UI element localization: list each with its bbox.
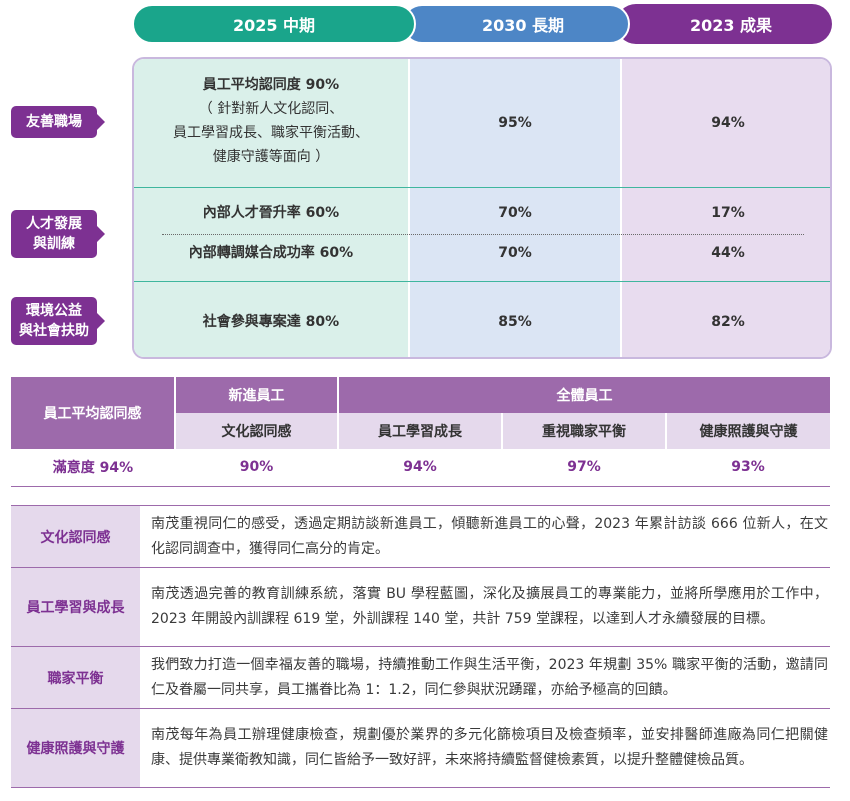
goal-social-participation: 社會參與專案達 80% [202, 313, 340, 330]
category-label-line1: 環境公益 [26, 303, 82, 319]
description-key: 健康照護與守護 [11, 708, 140, 788]
tab-2023-results: 2023 成果 [616, 4, 832, 44]
tab-2025-mid-term: 2025 中期 [132, 4, 416, 44]
description-text: 南茂每年為員工辦理健康檢查，規劃優於業界的多元化篩檢項目及檢查頻率，並安排醫師進… [140, 708, 830, 788]
dotted-divider [162, 234, 804, 235]
sub-header: 重視職家平衡 [502, 413, 667, 449]
goal-internal-promotion: 內部人才晉升率 60% [202, 205, 340, 221]
row-divider [134, 187, 830, 188]
target-2030-value: 70% [498, 245, 532, 261]
category-label-line2: 與訓練 [33, 236, 75, 252]
target-2030-value: 70% [498, 205, 532, 221]
result-2023-value: 82% [711, 313, 745, 330]
goal-detail-line: 健康守護等面向 ） [212, 149, 330, 165]
column-divider [620, 59, 622, 357]
satisfaction-value: 97% [567, 459, 601, 476]
target-2030-value: 85% [498, 313, 532, 330]
category-talent-development: 人才發展 與訓練 [11, 210, 105, 258]
description-key: 文化認同感 [11, 505, 140, 568]
satisfaction-row-header: 員工平均認同感 [11, 377, 176, 449]
sub-header: 員工學習成長 [338, 413, 503, 449]
column-divider [408, 59, 410, 357]
result-2023-value: 44% [711, 245, 745, 261]
satisfaction-value: 93% [731, 459, 765, 476]
goal-title: 員工平均認同度 90% [202, 77, 340, 93]
result-2023-value: 17% [711, 205, 745, 221]
group-all-employees: 全體員工 [338, 377, 830, 413]
description-text: 南茂重視同仁的感受，透過定期訪談新進員工，傾聽新進員工的心聲，2023 年累計訪… [140, 505, 830, 568]
period-tabs: 2025 中期 2030 長期 2023 成果 [132, 4, 832, 44]
description-text: 南茂透過完善的教育訓練系統，落實 BU 學程藍圖，深化及擴展員工的專業能力，並將… [140, 567, 830, 647]
goal-employee-recognition: 員工平均認同度 90% （ 針對新人文化認同、 員工學習成長、職家平衡活動、 健… [134, 73, 408, 169]
tab-2030-long-term: 2030 長期 [402, 4, 630, 44]
description-table: 文化認同感 南茂重視同仁的感受，透過定期訪談新進員工，傾聽新進員工的心聲，202… [11, 505, 830, 788]
goal-detail-line: （ 針對新人文化認同、 [198, 101, 344, 117]
category-friendly-workplace: 友善職場 [11, 106, 105, 138]
category-label-line1: 人才發展 [26, 216, 82, 232]
description-text: 我們致力打造一個幸福友善的職場，持續推動工作與生活平衡，2023 年規劃 35%… [140, 646, 830, 709]
description-key: 職家平衡 [11, 646, 140, 709]
description-key: 員工學習與成長 [11, 567, 140, 647]
result-2023-value: 94% [711, 115, 745, 131]
category-community-support: 環境公益 與社會扶助 [11, 297, 105, 345]
row-divider [134, 281, 830, 282]
column-2030 [410, 59, 620, 357]
target-2030-value: 95% [498, 115, 532, 131]
goals-panel: 員工平均認同度 90% （ 針對新人文化認同、 員工學習成長、職家平衡活動、 健… [132, 57, 832, 359]
category-label: 友善職場 [26, 114, 82, 130]
goal-detail-line: 員工學習成長、職家平衡活動、 [173, 125, 369, 141]
overall-satisfaction: 滿意度 94% [52, 460, 134, 477]
category-label-line2: 與社會扶助 [19, 323, 89, 339]
sub-header: 健康照護與守護 [666, 413, 830, 449]
satisfaction-table: 員工平均認同感 新進員工 全體員工 文化認同感 員工學習成長 重視職家平衡 健康… [11, 377, 830, 487]
column-2023 [622, 59, 830, 357]
group-new-employees: 新進員工 [175, 377, 339, 413]
goal-internal-transfer: 內部轉調媒合成功率 60% [188, 245, 354, 261]
satisfaction-value: 90% [239, 459, 274, 476]
satisfaction-value: 94% [403, 459, 437, 476]
column-2025 [134, 59, 408, 357]
sub-header: 文化認同感 [175, 413, 339, 449]
